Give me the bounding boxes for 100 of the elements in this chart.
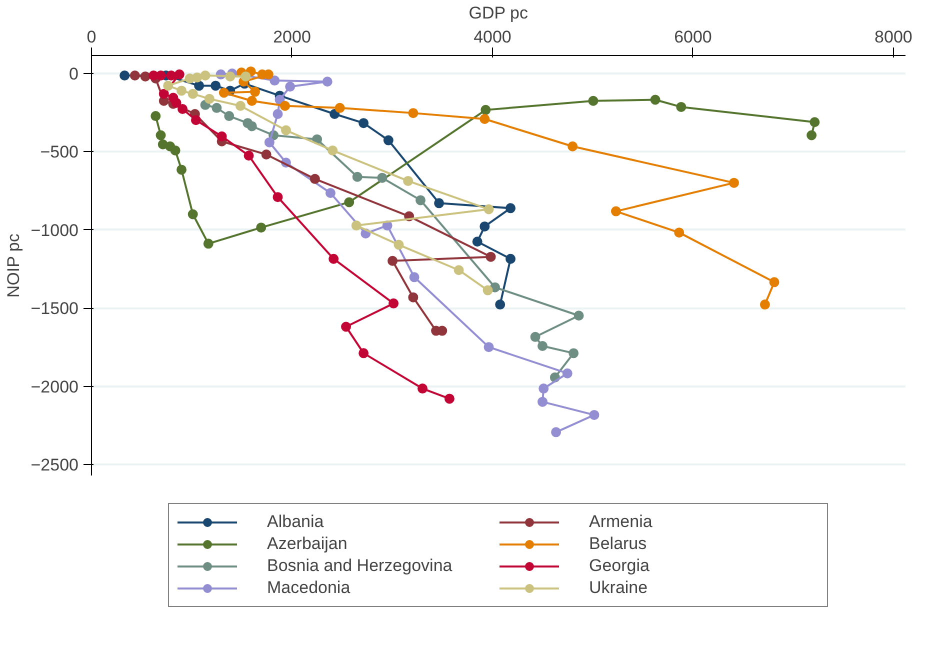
point — [486, 252, 496, 262]
point — [352, 172, 362, 182]
point — [176, 164, 187, 175]
point — [188, 88, 198, 99]
point — [270, 76, 280, 86]
y-tick-label: −1500 — [30, 299, 79, 318]
point — [264, 137, 274, 148]
point — [130, 70, 140, 81]
legend-label: Albania — [267, 512, 325, 532]
y-axis-title: NOIP pc — [4, 233, 23, 298]
legend-label: Armenia — [589, 512, 654, 532]
point — [482, 285, 493, 296]
point — [140, 71, 150, 82]
point — [472, 236, 482, 247]
point — [256, 222, 266, 233]
point — [330, 109, 340, 119]
point — [240, 71, 251, 82]
x-axis-title: GDP pc — [468, 4, 528, 22]
point — [394, 240, 404, 250]
point — [434, 198, 444, 208]
point — [176, 86, 187, 96]
point — [760, 300, 770, 310]
point — [538, 384, 549, 394]
point — [484, 204, 494, 214]
point — [530, 332, 540, 342]
legend-label: Azerbaijan — [267, 534, 348, 554]
point — [568, 348, 579, 358]
point — [235, 100, 246, 111]
point — [225, 71, 236, 82]
point — [403, 176, 414, 186]
x-tick-label: 8000 — [874, 28, 912, 46]
legend-label: Georgia — [589, 556, 650, 576]
point — [506, 254, 516, 264]
point — [280, 100, 290, 111]
point — [650, 94, 660, 105]
point — [322, 76, 332, 87]
point — [216, 131, 227, 142]
point — [589, 410, 600, 420]
point — [568, 141, 578, 152]
point — [551, 427, 562, 438]
point — [178, 104, 188, 114]
point — [328, 145, 338, 156]
point — [344, 197, 354, 208]
point — [210, 80, 221, 91]
point — [250, 86, 260, 97]
y-tick-label: −2500 — [30, 456, 79, 475]
point — [200, 70, 210, 81]
legend-label: Bosnia and Herzegovina — [267, 556, 454, 576]
point — [184, 74, 195, 84]
x-tick-label: 6000 — [674, 28, 712, 46]
point — [383, 135, 394, 146]
point — [810, 117, 820, 128]
point — [358, 118, 369, 128]
y-tick-label: 0 — [69, 64, 79, 84]
x-tick-label: 2000 — [273, 28, 311, 46]
point — [480, 104, 491, 115]
point — [416, 195, 426, 206]
point — [204, 94, 214, 104]
point — [174, 69, 184, 80]
point — [224, 111, 234, 122]
point — [388, 256, 398, 266]
point — [480, 221, 490, 232]
point — [610, 206, 621, 216]
point — [325, 188, 336, 198]
point — [562, 368, 572, 378]
point — [674, 228, 684, 238]
point — [769, 277, 780, 288]
y-tick-label: −1000 — [30, 220, 79, 240]
point — [203, 238, 214, 249]
point — [190, 115, 201, 126]
point — [388, 298, 399, 308]
point — [156, 70, 166, 81]
point — [212, 102, 222, 113]
point — [574, 310, 584, 321]
legend-label: Macedonia — [267, 578, 352, 598]
point — [285, 82, 296, 92]
point — [171, 98, 182, 108]
y-tick-label: −500 — [40, 142, 79, 162]
point — [806, 130, 817, 140]
point — [538, 396, 548, 407]
point — [261, 150, 272, 160]
point — [150, 111, 161, 122]
point — [272, 192, 283, 202]
x-tick-label: 4000 — [474, 28, 512, 46]
point — [408, 292, 418, 302]
point — [246, 96, 257, 106]
point — [409, 272, 420, 282]
point — [495, 300, 506, 310]
point — [377, 172, 388, 183]
point — [506, 203, 516, 214]
point — [351, 220, 362, 231]
point — [194, 80, 204, 91]
point — [120, 70, 130, 81]
point — [244, 150, 254, 161]
legend-label: Ukraine — [589, 578, 649, 598]
point — [328, 254, 339, 264]
point — [358, 348, 369, 358]
point — [158, 88, 169, 99]
point — [170, 145, 180, 156]
x-tick-label: 0 — [86, 28, 96, 46]
